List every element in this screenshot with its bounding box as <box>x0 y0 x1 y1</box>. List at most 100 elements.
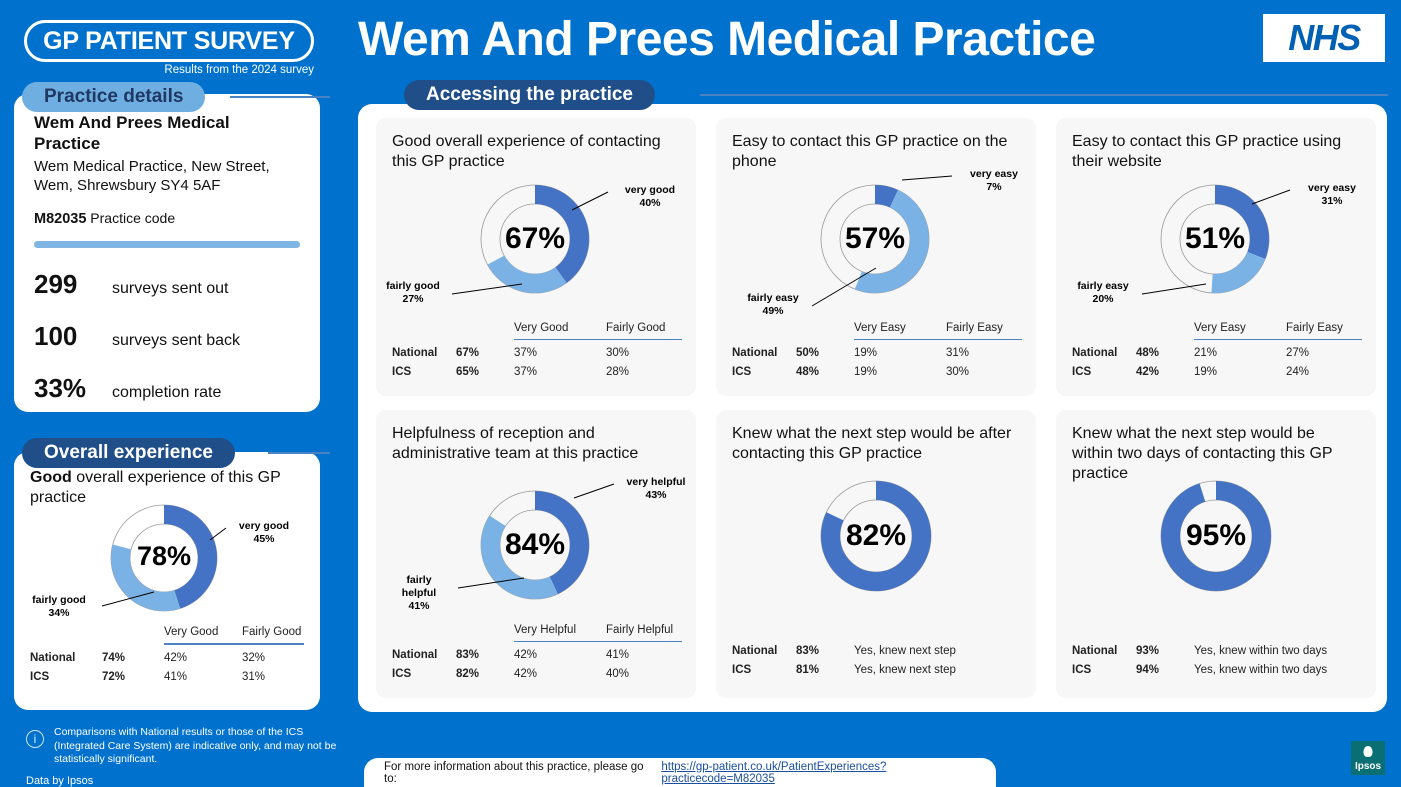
practice-details-panel: Wem And Prees Medical Practice Wem Medic… <box>14 94 320 412</box>
overall-experience-donut: 78% <box>106 500 222 616</box>
row-headline: 83% <box>456 649 480 661</box>
row-headline: 94% <box>1136 664 1160 676</box>
card-easy-contact-website: Easy to contact this GP practice using t… <box>1056 118 1376 396</box>
comparison-table: Very Easy Fairly Easy National 50% 19% 31% ICS… <box>732 321 1022 378</box>
donut-segment-very-good <box>481 185 589 293</box>
overall-comparison-table: Very Good Fairly Good National 74% 42% 3… <box>30 626 304 683</box>
donut-chart: 57% <box>816 180 934 298</box>
donut-center-value: 57% <box>844 222 906 255</box>
table-row: National 67% 37% 30% <box>392 340 682 359</box>
comparison-table: National 83% Yes, knew next step ICS 81% Yes,… <box>732 638 1022 676</box>
donut-svg <box>480 184 590 294</box>
donut-svg <box>110 504 218 612</box>
callout-fairly: fairly helpful 41% <box>401 574 437 613</box>
row-c2: 41% <box>606 649 630 661</box>
row-headline: 42% <box>1136 366 1160 378</box>
practice-address: Wem Medical Practice, New Street, Wem, S… <box>34 157 270 195</box>
donut-segment-very-easy <box>1161 185 1269 293</box>
donut-center-value: 95% <box>1185 519 1247 552</box>
ipsos-logo-text: Ipsos <box>1354 761 1382 772</box>
col-header-very: Very Good <box>164 626 219 638</box>
row-label: National <box>1072 645 1118 657</box>
col-header: Fairly Good <box>606 321 666 334</box>
footer-disclaimer: i Comparisons with National results or t… <box>26 726 346 787</box>
row-headline: 82% <box>456 668 480 680</box>
row-headline: 48% <box>1136 347 1160 359</box>
overall-title-rest: overall experience of this GP practice <box>30 469 281 506</box>
card-knew-next-step: Knew what the next step would be after c… <box>716 410 1036 698</box>
table-row: National 83% Yes, knew next step <box>732 638 1022 657</box>
overall-experience-title: Good overall experience of this GP pract… <box>30 468 304 508</box>
stat-value: 299 <box>34 268 78 299</box>
table-rule <box>514 640 682 642</box>
donut-chart: 84% <box>476 486 594 604</box>
table-row: ICS 65% 37% 28% <box>392 359 682 378</box>
ipsos-mark-icon <box>1363 746 1373 757</box>
row-c1: 42% <box>164 651 188 664</box>
section-pill-accessing-practice: Accessing the practice <box>404 80 655 110</box>
stat-surveys-sent-back: 100 surveys sent back <box>34 321 300 352</box>
stat-completion-rate: 33% completion rate <box>34 373 300 404</box>
row-headline: 93% <box>1136 645 1160 657</box>
comparison-table: National 93% Yes, knew within two days ICS 9… <box>1072 638 1362 676</box>
callout-very: very good 40% <box>624 184 676 210</box>
card-easy-contact-phone: Easy to contact this GP practice on the … <box>716 118 1036 396</box>
comparison-table: Very Helpful Fairly Helpful National 83% 42%… <box>392 623 682 680</box>
stat-label: surveys sent back <box>112 331 241 349</box>
card-title: Knew what the next step would be within … <box>1072 425 1333 483</box>
row-c2: 27% <box>1286 347 1310 359</box>
table-row: ICS 94% Yes, knew within two days <box>1072 657 1362 676</box>
donut-chart: 95% <box>1156 476 1276 596</box>
donut-svg <box>1160 480 1272 592</box>
row-label: National <box>392 649 438 661</box>
donut-chart: 82% <box>816 476 936 596</box>
row-label: ICS <box>30 670 50 683</box>
card-title: Good overall experience of contacting th… <box>392 133 661 171</box>
row-c2: 32% <box>242 651 266 664</box>
donut-segment-fairly-easy <box>1161 185 1269 293</box>
row-headline: 83% <box>796 645 820 657</box>
donut-svg <box>480 490 590 600</box>
card-title: Easy to contact this GP practice using t… <box>1072 133 1342 171</box>
callout-very: very easy 7% <box>970 168 1018 194</box>
card-good-overall-contacting: Good overall experience of contacting th… <box>376 118 696 396</box>
callout-very-good: very good 45% <box>238 520 290 546</box>
card-knew-next-step-two-days: Knew what the next step would be within … <box>1056 410 1376 698</box>
donut-segment-yes <box>1161 481 1271 591</box>
card-title: Easy to contact this GP practice on the … <box>732 133 1008 171</box>
row-c1: 37% <box>514 347 538 359</box>
col-header: Fairly Helpful <box>606 623 674 636</box>
callout-fairly: fairly good 27% <box>386 280 440 306</box>
row-c1: 42% <box>514 649 538 661</box>
row-c2: 30% <box>606 347 630 359</box>
info-icon-glyph: i <box>33 732 37 746</box>
practice-results-link[interactable]: https://gp-patient.co.uk/PatientExperien… <box>661 760 887 785</box>
stat-value: 33% <box>34 372 87 403</box>
donut-svg <box>1160 184 1270 294</box>
row-c1: Yes, knew next step <box>854 664 956 676</box>
row-c2: 40% <box>606 668 630 680</box>
table-rule <box>164 643 304 645</box>
row-headline: 72% <box>102 670 126 683</box>
row-label: ICS <box>732 366 752 378</box>
row-label: ICS <box>1072 664 1092 676</box>
row-c2: 30% <box>946 366 970 378</box>
table-rule <box>854 338 1022 340</box>
row-c1: 19% <box>854 366 878 378</box>
table-row: ICS 48% 19% 30% <box>732 359 1022 378</box>
row-c1: 37% <box>514 366 538 378</box>
stat-label: completion rate <box>112 383 222 401</box>
col-header: Very Helpful <box>514 623 577 636</box>
col-header-fairly: Fairly Good <box>242 626 302 638</box>
row-headline: 48% <box>796 366 820 378</box>
donut-chart: 51% <box>1156 180 1274 298</box>
donut-center-value: 82% <box>845 519 907 552</box>
practice-name: Wem And Prees Medical Practice <box>34 113 230 154</box>
col-header: Very Easy <box>854 321 906 334</box>
gp-patient-survey-logo-text: GP PATIENT SURVEY <box>43 26 295 55</box>
table-row: National 83% 42% 41% <box>392 642 682 661</box>
donut-segment-fairly-helpful <box>481 491 589 599</box>
row-label: ICS <box>732 664 752 676</box>
table-row: ICS 82% 42% 40% <box>392 661 682 680</box>
card-title: Knew what the next step would be after c… <box>732 425 1012 463</box>
